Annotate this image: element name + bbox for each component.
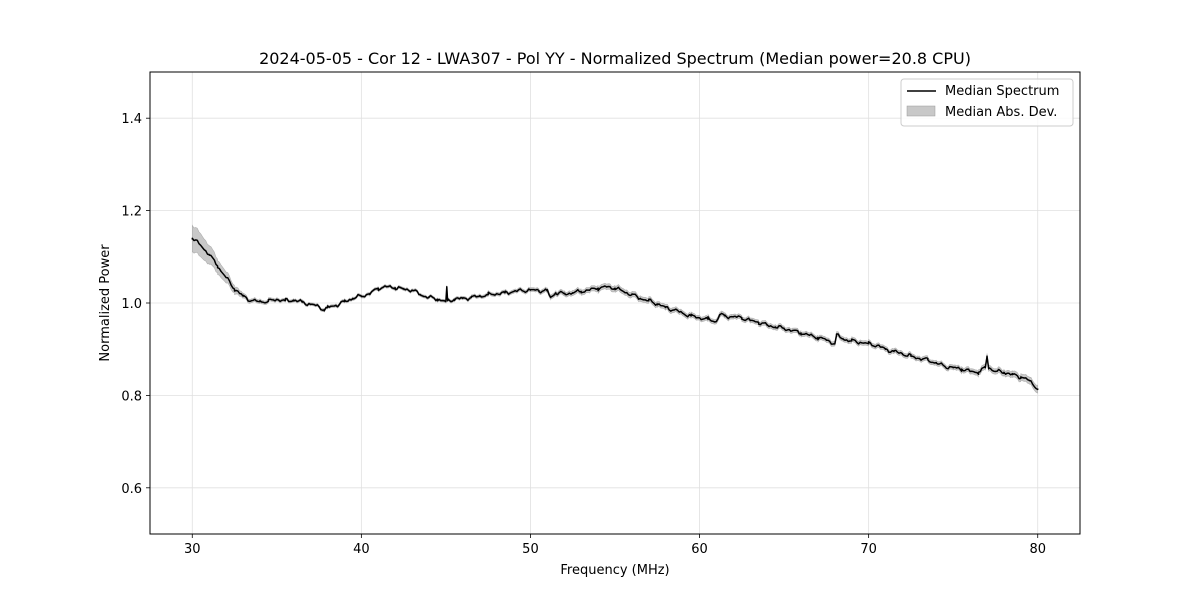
- legend-frame: [900, 78, 1074, 127]
- legend-mad-label: Median Abs. Dev.: [945, 105, 1057, 120]
- y-axis-label: Normalized Power: [98, 244, 113, 362]
- y-tick-label: 0.6: [121, 482, 142, 497]
- median-spectrum-line: [191, 237, 1039, 391]
- x-tick-label: 40: [353, 542, 370, 557]
- legend-mad-band-swatch: [906, 105, 936, 117]
- median-line-layer: [191, 237, 1039, 391]
- y-tick-label: 1.2: [121, 205, 142, 220]
- mad-band: [192, 224, 1038, 394]
- y-tick-label: 1.4: [121, 112, 142, 127]
- y-tick-label: 0.8: [121, 389, 142, 404]
- x-tick-label: 70: [860, 542, 877, 557]
- tick-layer: 30 40 50 60 70 80 0.6 0.8 1.0 1.2 1.4: [121, 112, 1046, 557]
- y-tick-label: 1.0: [121, 297, 142, 312]
- x-axis-label: Frequency (MHz): [560, 563, 669, 578]
- x-tick-label: 30: [184, 542, 201, 557]
- x-tick-label: 50: [522, 542, 539, 557]
- mad-band-layer: [192, 224, 1038, 394]
- legend: Median Spectrum Median Abs. Dev.: [900, 78, 1074, 127]
- chart-title: 2024-05-05 - Cor 12 - LWA307 - Pol YY - …: [259, 49, 971, 68]
- x-tick-label: 60: [691, 542, 708, 557]
- legend-median-label: Median Spectrum: [945, 84, 1059, 99]
- x-tick-label: 80: [1029, 542, 1046, 557]
